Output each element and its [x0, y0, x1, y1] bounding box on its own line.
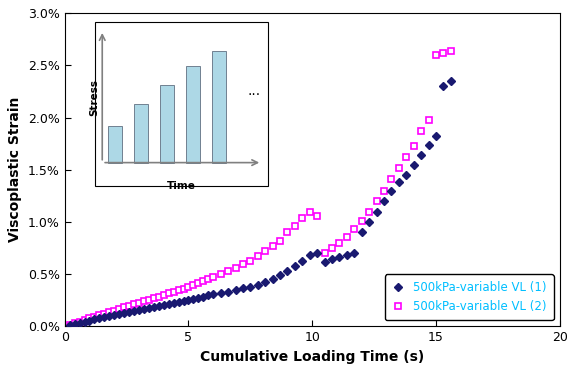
500kPa-variable VL (1) [66, 323, 73, 327]
Line: 500kPa-variable VL (1): 500kPa-variable VL (1) [67, 78, 454, 328]
500kPa-variable VL (1) [388, 189, 395, 193]
500kPa-variable VL (2) [269, 244, 276, 248]
500kPa-variable VL (2) [448, 49, 454, 53]
X-axis label: Cumulative Loading Time (s): Cumulative Loading Time (s) [200, 350, 425, 364]
Legend: 500kPa-variable VL (1), 500kPa-variable VL (2): 500kPa-variable VL (1), 500kPa-variable … [385, 274, 554, 320]
500kPa-variable VL (1) [440, 84, 447, 89]
500kPa-variable VL (2) [66, 323, 73, 327]
500kPa-variable VL (2) [146, 298, 153, 302]
Bar [108, 126, 122, 163]
Bar [160, 85, 174, 163]
Bar [95, 22, 268, 186]
Text: Time: Time [167, 181, 196, 191]
500kPa-variable VL (1) [126, 310, 132, 314]
500kPa-variable VL (1) [91, 317, 98, 322]
Y-axis label: Viscoplastic Strain: Viscoplastic Strain [8, 97, 22, 243]
Bar [185, 67, 200, 163]
500kPa-variable VL (1) [146, 306, 153, 310]
Bar [134, 104, 148, 163]
Text: ...: ... [248, 84, 261, 98]
500kPa-variable VL (2) [126, 304, 132, 308]
Bar [211, 51, 226, 163]
500kPa-variable VL (1) [448, 79, 454, 83]
Line: 500kPa-variable VL (2): 500kPa-variable VL (2) [66, 47, 454, 328]
500kPa-variable VL (2) [388, 177, 395, 182]
500kPa-variable VL (2) [91, 315, 98, 319]
500kPa-variable VL (1) [269, 276, 276, 281]
500kPa-variable VL (2) [440, 51, 447, 55]
Text: Stress: Stress [89, 79, 100, 116]
